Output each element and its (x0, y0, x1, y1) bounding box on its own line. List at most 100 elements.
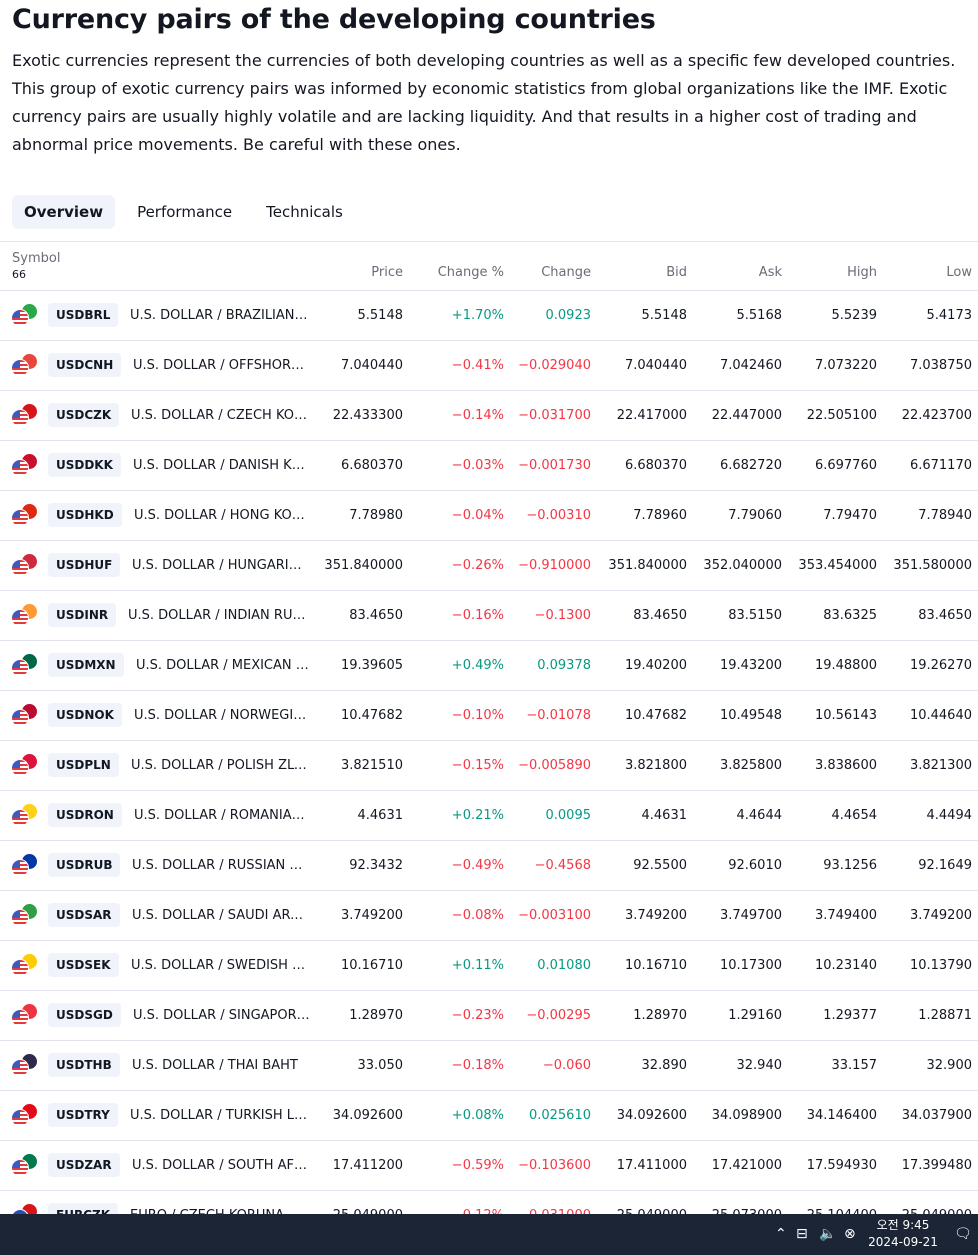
table-row[interactable]: USDINR U.S. DOLLAR / INDIAN RUPEE 83.4650 −… (0, 591, 978, 641)
symbol-ticker-badge[interactable]: USDSAR (48, 903, 120, 927)
change-cell: 0.025610 (528, 1108, 591, 1123)
symbol-ticker-badge[interactable]: USDRUB (48, 853, 121, 877)
symbol-ticker-badge[interactable]: USDDKK (48, 453, 121, 477)
currency-flag-icon (12, 804, 38, 826)
symbol-ticker-badge[interactable]: USDCNH (48, 353, 122, 377)
base-currency-flag-icon (12, 660, 28, 676)
table-row[interactable]: USDSAR U.S. DOLLAR / SAUDI ARABI… 3.749200… (0, 891, 978, 941)
table-row[interactable]: USDTRY U.S. DOLLAR / TURKISH LIRA 34.09260… (0, 1091, 978, 1141)
ask-header[interactable]: Ask (758, 265, 782, 280)
table-row[interactable]: USDHUF U.S. DOLLAR / HUNGARIAN … 351.84000… (0, 541, 978, 591)
symbol-ticker-badge[interactable]: USDPLN (48, 753, 119, 777)
high-cell: 83.6325 (823, 608, 877, 623)
symbol-description[interactable]: U.S. DOLLAR / SOUTH AFRIC… (132, 1158, 310, 1173)
symbol-ticker-badge[interactable]: USDCZK (48, 403, 120, 427)
currency-flag-icon (12, 854, 38, 876)
price-cell: 7.78980 (349, 508, 403, 523)
price-cell: 19.39605 (340, 658, 403, 673)
notification-icon[interactable]: 🗨 (954, 1226, 972, 1242)
symbol-description[interactable]: U.S. DOLLAR / THAI BAHT (132, 1058, 298, 1073)
symbol-ticker-badge[interactable]: USDMXN (48, 653, 124, 677)
change-pct-cell: +1.70% (451, 308, 504, 323)
symbol-ticker-badge[interactable]: USDHUF (48, 553, 121, 577)
currency-flag-icon (12, 554, 38, 576)
bid-cell: 1.28970 (633, 1008, 687, 1023)
ime-close-icon[interactable]: ⊗ (844, 1226, 856, 1242)
low-cell: 3.749200 (909, 908, 972, 923)
symbol-description[interactable]: U.S. DOLLAR / DANISH KRONE (133, 458, 310, 473)
symbol-description[interactable]: U.S. DOLLAR / HONG KONG … (134, 508, 310, 523)
change-cell: −0.103600 (518, 1158, 591, 1173)
change-header[interactable]: Change (541, 265, 591, 280)
low-header[interactable]: Low (946, 265, 972, 280)
symbol-ticker-badge[interactable]: USDSEK (48, 953, 119, 977)
symbol-description[interactable]: U.S. DOLLAR / SINGAPORE D… (133, 1008, 310, 1023)
taskbar-clock[interactable]: 오전 9:45 2024-09-21 (858, 1217, 948, 1251)
high-header[interactable]: High (847, 265, 877, 280)
low-cell: 83.4650 (918, 608, 972, 623)
base-currency-flag-icon (12, 560, 28, 576)
symbol-ticker-badge[interactable]: USDNOK (48, 703, 122, 727)
currency-flag-icon (12, 1154, 38, 1176)
tab-performance[interactable]: Performance (137, 203, 233, 221)
base-currency-flag-icon (12, 360, 28, 376)
symbol-ticker-badge[interactable]: USDZAR (48, 1153, 120, 1177)
tray-chevron-icon[interactable]: ⌃ (775, 1226, 787, 1242)
tab-technicals[interactable]: Technicals (266, 203, 343, 221)
symbol-description[interactable]: U.S. DOLLAR / MEXICAN PESO (136, 658, 310, 673)
high-cell: 22.505100 (806, 408, 877, 423)
price-header[interactable]: Price (371, 265, 403, 280)
symbol-ticker-badge[interactable]: USDBRL (48, 303, 119, 327)
low-cell: 351.580000 (893, 558, 972, 573)
low-cell: 5.4173 (926, 308, 973, 323)
table-row[interactable]: USDRON U.S. DOLLAR / ROMANIAN L… 4.4631 +0.… (0, 791, 978, 841)
table-row[interactable]: USDSEK U.S. DOLLAR / SWEDISH KRO… 10.16710… (0, 941, 978, 991)
table-header: Symbol 66 Price Change % Change Bid Ask … (0, 244, 978, 290)
table-row[interactable]: USDDKK U.S. DOLLAR / DANISH KRONE 6.680370… (0, 441, 978, 491)
table-row[interactable]: USDPLN U.S. DOLLAR / POLISH ZLOTY 3.821510… (0, 741, 978, 791)
volume-icon[interactable]: 🔈 (819, 1226, 837, 1242)
table-row[interactable]: USDZAR U.S. DOLLAR / SOUTH AFRIC… 17.41120… (0, 1141, 978, 1191)
symbol-description[interactable]: U.S. DOLLAR / NORWEGIAN … (134, 708, 310, 723)
symbol-description[interactable]: U.S. DOLLAR / HUNGARIAN … (132, 558, 310, 573)
symbol-description[interactable]: U.S. DOLLAR / TURKISH LIRA (130, 1108, 310, 1123)
currency-flag-icon (12, 404, 38, 426)
table-row[interactable]: USDCNH U.S. DOLLAR / OFFSHORE C… 7.040440 −… (0, 341, 978, 391)
bid-header[interactable]: Bid (666, 265, 687, 280)
price-cell: 22.433300 (332, 408, 403, 423)
bid-cell: 7.78960 (633, 508, 687, 523)
high-cell: 3.838600 (814, 758, 877, 773)
bid-cell: 19.40200 (624, 658, 687, 673)
symbol-ticker-badge[interactable]: USDSGD (48, 1003, 121, 1027)
bid-cell: 22.417000 (616, 408, 687, 423)
table-row[interactable]: USDHKD U.S. DOLLAR / HONG KONG … 7.78980 −0… (0, 491, 978, 541)
symbol-description[interactable]: U.S. DOLLAR / SWEDISH KRO… (131, 958, 310, 973)
symbol-description[interactable]: U.S. DOLLAR / SAUDI ARABI… (132, 908, 310, 923)
symbol-ticker-badge[interactable]: USDTHB (48, 1053, 120, 1077)
symbol-ticker-badge[interactable]: USDTRY (48, 1103, 118, 1127)
symbol-description[interactable]: U.S. DOLLAR / INDIAN RUPEE (128, 608, 310, 623)
table-row[interactable]: USDBRL U.S. DOLLAR / BRAZILIAN R… 5.5148 +1… (0, 291, 978, 341)
table-row[interactable]: USDRUB U.S. DOLLAR / RUSSIAN RUB… 92.3432 −… (0, 841, 978, 891)
symbol-description[interactable]: U.S. DOLLAR / OFFSHORE C… (133, 358, 310, 373)
symbol-description[interactable]: U.S. DOLLAR / RUSSIAN RUB… (132, 858, 310, 873)
symbol-description[interactable]: U.S. DOLLAR / CZECH KORU… (131, 408, 310, 423)
symbol-ticker-badge[interactable]: USDRON (48, 803, 122, 827)
symbol-description[interactable]: U.S. DOLLAR / POLISH ZLOTY (131, 758, 310, 773)
symbol-description[interactable]: U.S. DOLLAR / BRAZILIAN R… (130, 308, 310, 323)
network-icon[interactable]: ⊟ (796, 1226, 808, 1242)
table-row[interactable]: USDCZK U.S. DOLLAR / CZECH KORU… 22.433300… (0, 391, 978, 441)
price-cell: 5.5148 (357, 308, 404, 323)
table-row[interactable]: USDNOK U.S. DOLLAR / NORWEGIAN … 10.47682 −… (0, 691, 978, 741)
tab-overview[interactable]: Overview (12, 195, 116, 229)
table-row[interactable]: USDTHB U.S. DOLLAR / THAI BAHT 33.050 −0.18… (0, 1041, 978, 1091)
table-row[interactable]: USDSGD U.S. DOLLAR / SINGAPORE D… 1.28970 −… (0, 991, 978, 1041)
symbol-header[interactable]: Symbol (12, 251, 61, 266)
table-row[interactable]: USDMXN U.S. DOLLAR / MEXICAN PESO 19.39605… (0, 641, 978, 691)
symbol-description[interactable]: U.S. DOLLAR / ROMANIAN L… (134, 808, 310, 823)
currency-flag-icon (12, 454, 38, 476)
symbol-ticker-badge[interactable]: USDHKD (48, 503, 122, 527)
change-cell: −0.00295 (526, 1008, 591, 1023)
change-pct-header[interactable]: Change % (437, 265, 504, 280)
symbol-ticker-badge[interactable]: USDINR (48, 603, 117, 627)
